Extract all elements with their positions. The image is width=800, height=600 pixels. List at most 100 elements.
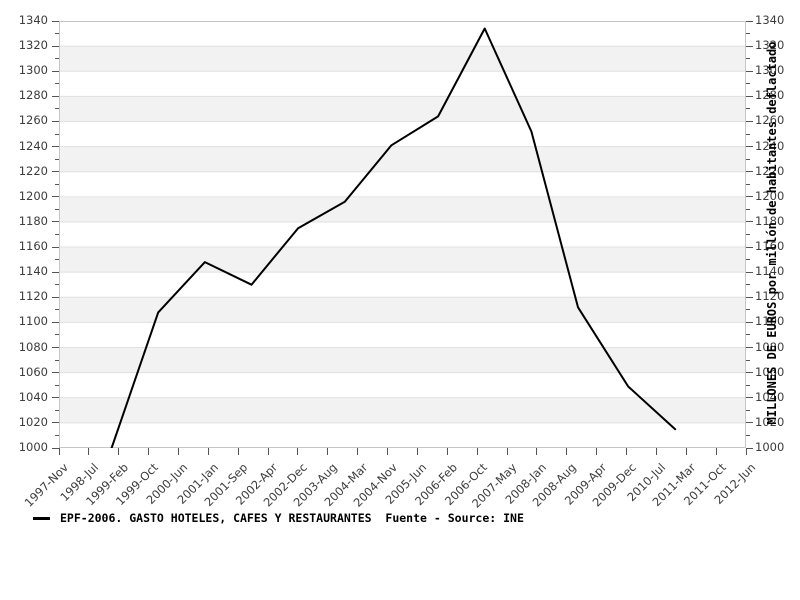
x-tick-major [536, 448, 538, 455]
y-tick-minor [746, 234, 750, 235]
y-tick-major [52, 447, 59, 449]
y-tick-major [746, 120, 753, 122]
y-tick-major [52, 146, 59, 148]
plot-band [59, 247, 746, 273]
y-tick-label-right: 1260 [755, 113, 785, 128]
plot-band [59, 196, 746, 222]
y-tick-minor [55, 158, 59, 160]
x-tick-major [237, 448, 239, 455]
x-tick-major [58, 448, 60, 455]
y-tick-label-right: 1140 [755, 264, 785, 279]
y-tick-major [746, 146, 753, 148]
y-tick-label-right: 1220 [755, 163, 785, 178]
plot-area [59, 21, 746, 448]
y-tick-label: 1220 [18, 163, 48, 178]
x-tick-major [506, 448, 508, 455]
y-tick-label-right: 1060 [755, 364, 785, 379]
y-tick-label: 1040 [18, 389, 48, 404]
y-tick-minor [746, 208, 750, 210]
y-tick-label: 1120 [18, 289, 48, 304]
y-tick-label: 1140 [18, 264, 48, 279]
y-tick-major [52, 246, 59, 248]
y-tick-minor [55, 234, 59, 235]
y-tick-label: 1180 [18, 213, 48, 228]
data-line [110, 27, 677, 448]
y-tick-major [52, 347, 59, 349]
y-tick-label-right: 1080 [755, 339, 785, 354]
y-tick-minor [55, 259, 59, 261]
y-tick-label-right: 1320 [755, 38, 785, 53]
y-tick-minor [55, 284, 59, 286]
y-tick-minor [746, 108, 750, 110]
x-tick-major [177, 448, 179, 455]
x-tick-major [715, 448, 717, 455]
plot-band [59, 21, 746, 47]
y-tick-minor [746, 259, 750, 261]
y-tick-label: 1240 [18, 138, 48, 153]
y-tick-label-right: 1200 [755, 188, 785, 203]
y-tick-major [52, 397, 59, 399]
y-tick-major [52, 20, 59, 22]
y-tick-label: 1160 [18, 239, 48, 254]
y-tick-major [52, 171, 59, 173]
y-tick-minor [746, 33, 750, 35]
x-tick-major [566, 448, 568, 455]
x-tick-major [476, 448, 478, 455]
y-tick-minor [746, 384, 750, 386]
y-tick-minor [55, 384, 59, 386]
y-tick-minor [55, 409, 59, 411]
y-tick-minor [746, 183, 750, 185]
y-tick-major [746, 70, 753, 72]
y-tick-label-right: 1180 [755, 213, 785, 228]
y-tick-major [746, 372, 753, 374]
plot-band [59, 71, 746, 97]
y-tick-minor [746, 309, 750, 311]
x-tick-major [267, 448, 269, 455]
y-tick-major [52, 95, 59, 97]
y-tick-major [52, 196, 59, 198]
y-tick-major [746, 397, 753, 399]
y-tick-minor [55, 58, 59, 60]
y-tick-label: 1080 [18, 339, 48, 354]
y-tick-major [52, 271, 59, 273]
x-tick-major [297, 448, 299, 455]
plot-band [59, 297, 746, 323]
y-tick-major [746, 171, 753, 173]
y-tick-major [746, 321, 753, 323]
y-tick-minor [746, 284, 750, 286]
y-tick-major [746, 20, 753, 22]
legend-label: EPF-2006. GASTO HOTELES, CAFES Y RESTAUR… [60, 511, 524, 525]
x-tick-major [357, 448, 359, 455]
y-tick-label-right: 1040 [755, 389, 785, 404]
y-tick-major [746, 296, 753, 298]
y-tick-label: 1260 [18, 113, 48, 128]
y-tick-label: 1060 [18, 364, 48, 379]
y-tick-minor [55, 334, 59, 336]
plot-band [59, 397, 746, 423]
y-tick-major [746, 347, 753, 349]
y-tick-major [52, 221, 59, 223]
y-tick-minor [55, 83, 59, 85]
plot-band [59, 272, 746, 298]
y-tick-minor [746, 359, 750, 361]
y-tick-major [52, 296, 59, 298]
y-tick-label: 1320 [18, 38, 48, 53]
y-tick-minor [746, 334, 750, 336]
x-tick-major [655, 448, 657, 455]
y-tick-label: 1200 [18, 188, 48, 203]
y-tick-label-right: 1020 [755, 414, 785, 429]
y-tick-major [746, 246, 753, 248]
y-tick-minor [55, 309, 59, 311]
legend-line-sample-icon [33, 516, 50, 520]
y-tick-label-right: 1340 [755, 13, 785, 27]
y-tick-minor [746, 133, 750, 135]
y-tick-minor [746, 434, 750, 436]
y-tick-label-right: 1100 [755, 314, 785, 329]
y-tick-minor [746, 409, 750, 411]
x-tick-major [88, 448, 90, 455]
y-tick-major [52, 372, 59, 374]
x-tick-major [118, 448, 120, 455]
y-tick-major [746, 45, 753, 47]
y-tick-minor [746, 158, 750, 160]
